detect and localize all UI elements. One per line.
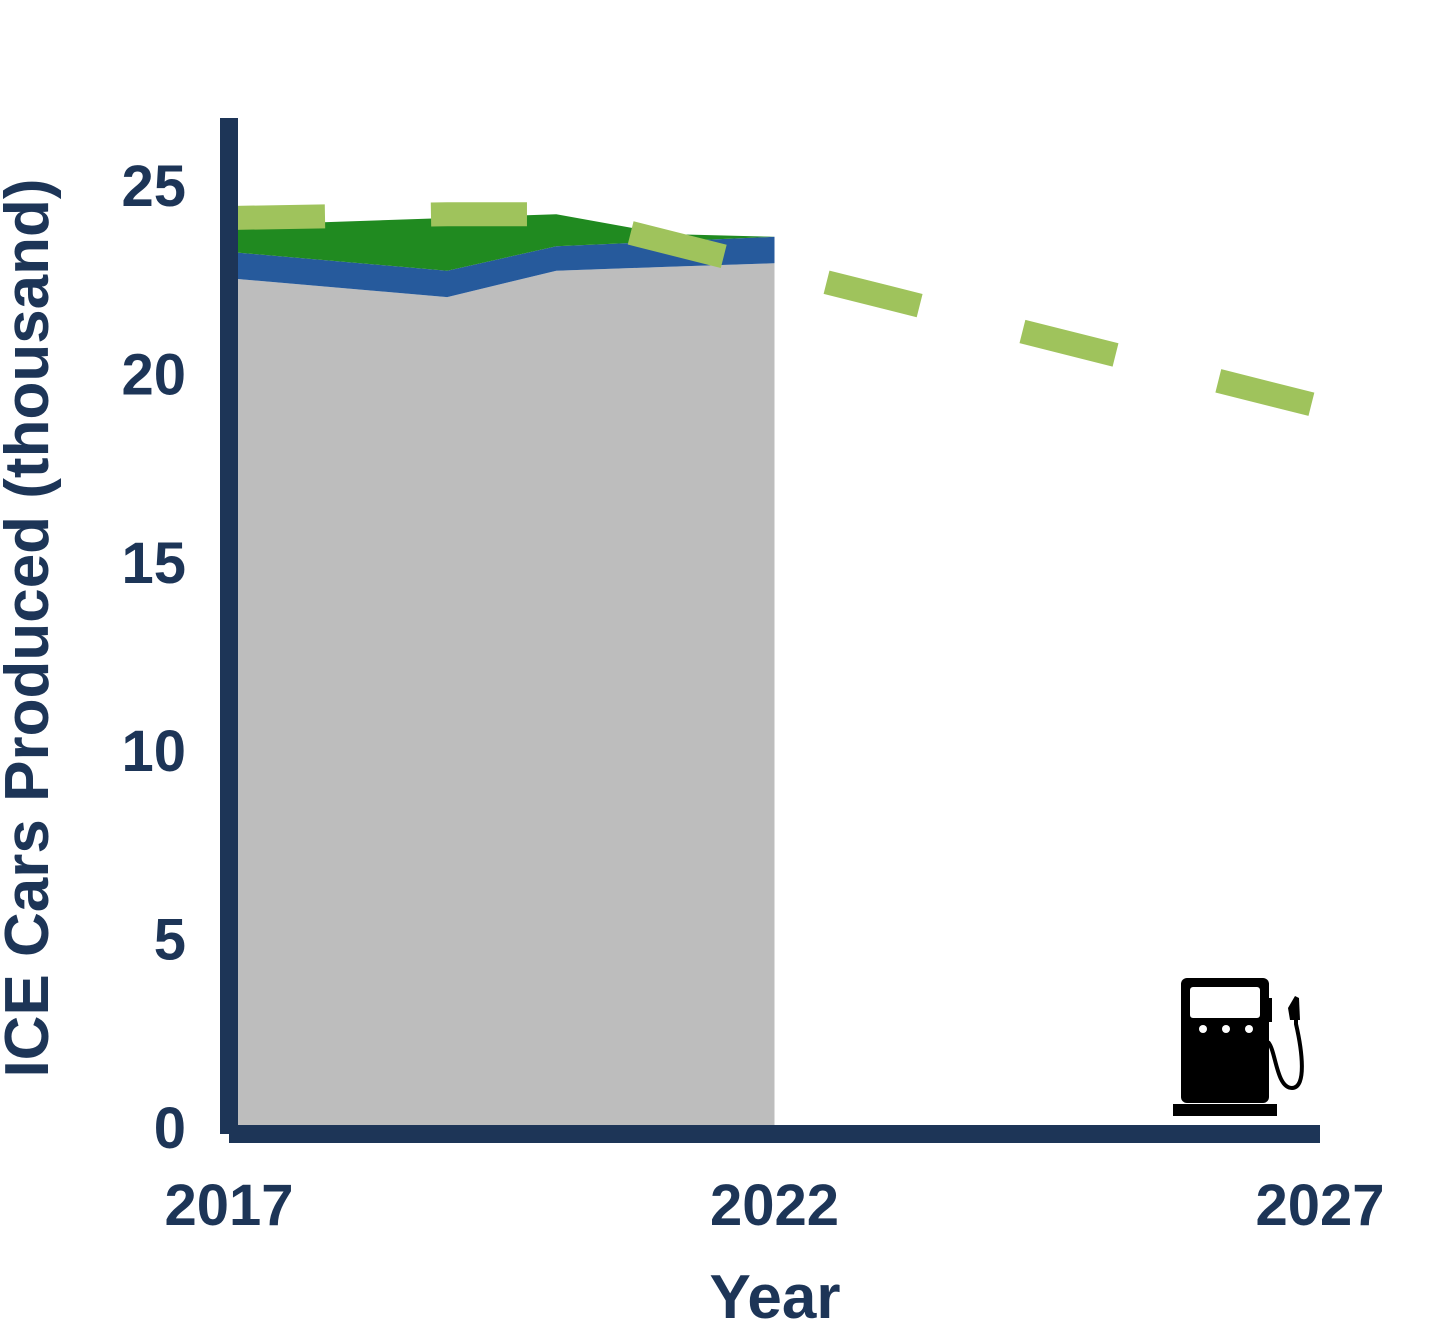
area-series-2 [229, 236, 775, 298]
y-tick-label: 15 [121, 531, 186, 596]
y-tick-label: 5 [154, 908, 186, 973]
y-tick-labels: 0 5 10 15 20 25 [121, 154, 186, 1161]
x-axis-title: Year [709, 1263, 840, 1320]
x-tick-label: 2022 [710, 1173, 839, 1238]
fuel-pump-icon [1173, 978, 1304, 1116]
trend-line-path [228, 202, 1323, 419]
area-series-1 [229, 263, 775, 1126]
x-tick-label: 2017 [164, 1173, 293, 1238]
trend-line [228, 202, 1323, 419]
y-tick-label: 20 [121, 342, 186, 407]
stacked-areas [229, 214, 775, 1126]
y-tick-label: 25 [121, 154, 186, 219]
y-tick-label: 10 [121, 719, 186, 784]
x-tick-label: 2027 [1255, 1173, 1384, 1238]
x-tick-labels: 2017 2022 2027 [164, 1173, 1384, 1238]
y-tick-label: 0 [154, 1096, 186, 1161]
area-series-3 [229, 214, 775, 271]
y-axis-title: ICE Cars Produced (thousand) [0, 178, 62, 1077]
